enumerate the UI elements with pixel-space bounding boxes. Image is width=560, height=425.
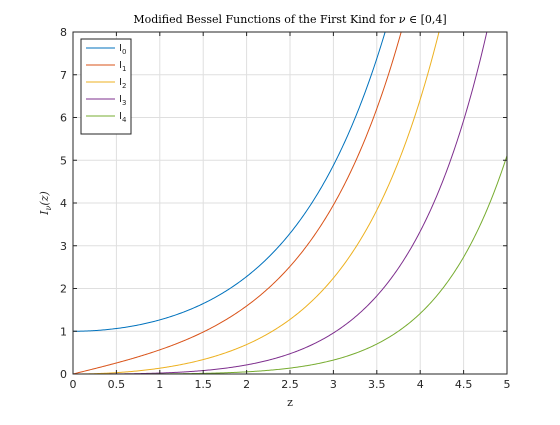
series-line-i1 <box>73 32 402 374</box>
legend-label: I3 <box>119 94 126 107</box>
x-tick-label: 0.5 <box>108 378 126 391</box>
x-tick-label: 2 <box>243 378 250 391</box>
x-tick-label: 0 <box>70 378 77 391</box>
y-tick-label: 6 <box>60 112 67 125</box>
x-tick-label: 4.5 <box>455 378 473 391</box>
legend-box <box>80 38 132 135</box>
series-line-i0 <box>73 32 386 332</box>
legend: I0 I1 I2 I3 I4 <box>80 38 132 135</box>
y-tick-label: 8 <box>60 26 67 39</box>
y-tick-label: 5 <box>60 154 67 167</box>
y-tick-label: 7 <box>60 69 67 82</box>
svg-text:Iν(z): Iν(z) <box>38 191 53 216</box>
y-tick-label: 3 <box>60 240 67 253</box>
axes: 0 0.5 1 1.5 2 2.5 3 3.5 4 4.5 5 0 1 2 3 4 5 6 7 8 <box>60 26 511 391</box>
legend-label: I0 <box>119 43 126 56</box>
x-tick-label: 1.5 <box>194 378 212 391</box>
grid <box>72 31 508 375</box>
x-tick-label: 5 <box>504 378 511 391</box>
chart-title: Modified Bessel Functions of the First K… <box>133 13 446 26</box>
x-tick-label: 3.5 <box>368 378 386 391</box>
x-tick-label: 2.5 <box>281 378 299 391</box>
x-axis-title: z <box>287 396 293 409</box>
legend-label: I2 <box>119 77 126 90</box>
y-tick-label: 1 <box>60 325 67 338</box>
title-nu: ν <box>399 13 406 26</box>
y-tick-label: 4 <box>60 197 67 210</box>
x-tick-label: 3 <box>330 378 337 391</box>
x-tick-label: 1 <box>156 378 163 391</box>
y-axis-title: Iν(z) <box>38 191 53 216</box>
y-tick-label: 2 <box>60 283 67 296</box>
legend-label: I1 <box>119 60 126 73</box>
x-tick-label: 4 <box>417 378 424 391</box>
series-line-i2 <box>73 32 440 374</box>
y-tick-label: 0 <box>60 368 67 381</box>
legend-label: I4 <box>119 111 127 124</box>
